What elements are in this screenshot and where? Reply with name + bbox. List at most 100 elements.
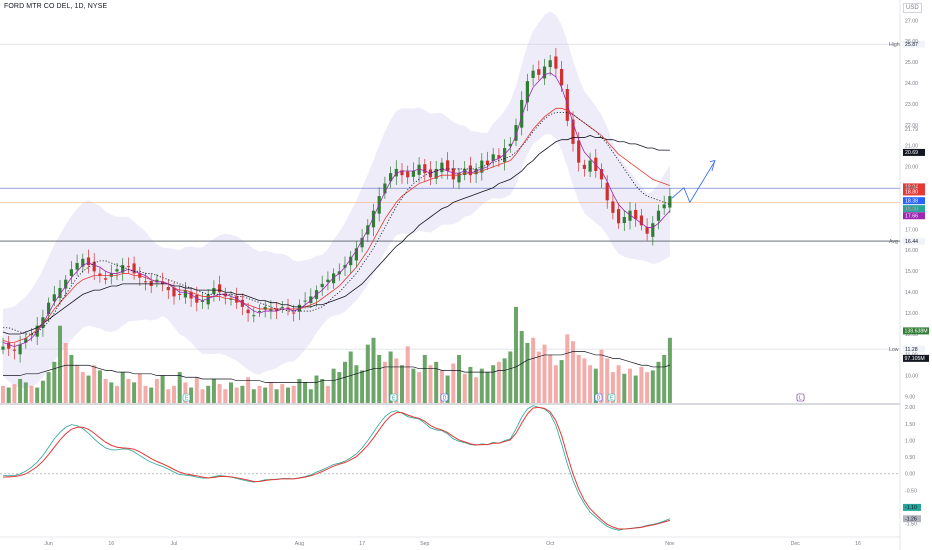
volume-bar xyxy=(274,389,279,403)
volume-bar xyxy=(496,361,501,403)
candle-body xyxy=(611,201,615,213)
candle-body xyxy=(389,173,393,182)
price-tick-label: 23.00 xyxy=(905,102,918,108)
volume-bar xyxy=(280,384,285,403)
volume-bar xyxy=(257,385,262,403)
projection-arrowhead xyxy=(709,160,716,172)
volume-bar xyxy=(616,365,621,403)
time-tick-label: 16 xyxy=(108,541,114,547)
candle-body xyxy=(126,266,130,268)
candle-body xyxy=(520,99,524,128)
volume-bar xyxy=(468,366,473,403)
moving-average-3 xyxy=(2,72,671,347)
candle-body xyxy=(531,70,535,78)
volume-bar xyxy=(240,385,245,403)
volume-bar xyxy=(445,375,450,403)
osc-tick-label: 0.00 xyxy=(905,472,915,478)
volume-bar xyxy=(229,382,233,403)
volume-bar xyxy=(434,361,439,403)
volume-bar xyxy=(120,372,125,403)
candle-body xyxy=(212,288,216,295)
candle-body xyxy=(240,299,244,307)
price-envelope xyxy=(3,11,670,389)
candle-body xyxy=(337,271,341,275)
candle-body xyxy=(58,288,62,298)
volume-bar xyxy=(52,361,57,403)
volume-bar xyxy=(571,341,575,403)
volume-bar xyxy=(542,344,547,403)
volume-bar xyxy=(400,365,404,403)
candle-body xyxy=(292,312,296,314)
volume-bar xyxy=(314,375,319,403)
volume-bar xyxy=(451,363,456,403)
volume-bar xyxy=(183,382,188,403)
volume-bar xyxy=(405,346,410,403)
moving-averages xyxy=(2,72,716,347)
candle-body xyxy=(297,304,301,312)
volume-bar xyxy=(514,306,518,403)
osc-badge-value: -1.10 xyxy=(905,505,917,511)
volume-bar xyxy=(63,342,68,403)
candle-body xyxy=(47,302,51,315)
price-tick-label: 20.00 xyxy=(905,165,918,171)
candle-body xyxy=(235,296,239,303)
candle-body xyxy=(183,290,187,298)
volume-bar xyxy=(92,365,97,403)
volume-bar xyxy=(474,377,479,403)
candle-body xyxy=(491,154,495,162)
volume-bar xyxy=(662,354,667,403)
volume-bar xyxy=(160,375,165,403)
volume-badge-bg xyxy=(903,327,929,335)
candle-body xyxy=(508,143,512,147)
osc-tick-label: 1.00 xyxy=(905,438,915,444)
moving-average-1 xyxy=(2,135,670,335)
level-badge-bg xyxy=(903,40,925,48)
candle-body xyxy=(263,306,267,310)
candle-body xyxy=(52,294,56,302)
price-tick-label: 10.00 xyxy=(905,374,918,380)
price-badge-value: 18.80 xyxy=(905,190,918,196)
candle-body xyxy=(320,283,324,288)
volume-bar xyxy=(337,372,342,403)
candle-body xyxy=(75,262,79,270)
candle-body xyxy=(104,278,108,280)
volume-badge-value: 97.105M xyxy=(905,356,925,362)
candle-body xyxy=(86,257,91,266)
volume-bar xyxy=(417,372,422,403)
time-tick-label: 17 xyxy=(359,541,365,547)
price-badge-value: 18.00 xyxy=(905,206,918,212)
candle-body xyxy=(303,300,307,302)
candle-body xyxy=(485,160,490,165)
event-markers: EEDDEEL xyxy=(182,393,805,402)
candle-body xyxy=(400,170,404,176)
volume-bar xyxy=(263,387,268,403)
price-badge-value: 18.38 xyxy=(905,198,918,204)
osc-badge-value: -1.26 xyxy=(905,517,917,523)
volume-bar xyxy=(154,378,159,403)
price-badge-bg xyxy=(903,188,925,196)
volume-bar xyxy=(286,387,290,403)
candle-body xyxy=(542,66,547,79)
candle-body xyxy=(178,293,182,295)
volume-bar xyxy=(58,325,62,403)
level-badge-value: 11.28 xyxy=(905,347,918,353)
time-tick-label: Jun xyxy=(44,541,52,547)
volume-bar xyxy=(354,365,359,403)
volume-bar xyxy=(485,372,490,403)
volume-bar xyxy=(531,337,536,403)
price-tick-label: 21.79 xyxy=(905,127,918,133)
volume-bar xyxy=(365,344,370,403)
candle-body xyxy=(406,171,410,178)
candle-body xyxy=(280,306,284,308)
candle-body xyxy=(434,168,438,179)
currency-badge[interactable]: USD xyxy=(903,3,922,13)
volume-bar xyxy=(211,378,216,403)
volume-bar xyxy=(97,370,102,403)
price-levels: High Avg Low xyxy=(0,0,901,550)
price-tick-label: 16.00 xyxy=(905,248,918,254)
price-badge-bg xyxy=(903,183,925,191)
price-badge-value: 20.69 xyxy=(905,150,918,156)
event-marker-d xyxy=(440,393,449,402)
volume-bar xyxy=(246,377,251,403)
